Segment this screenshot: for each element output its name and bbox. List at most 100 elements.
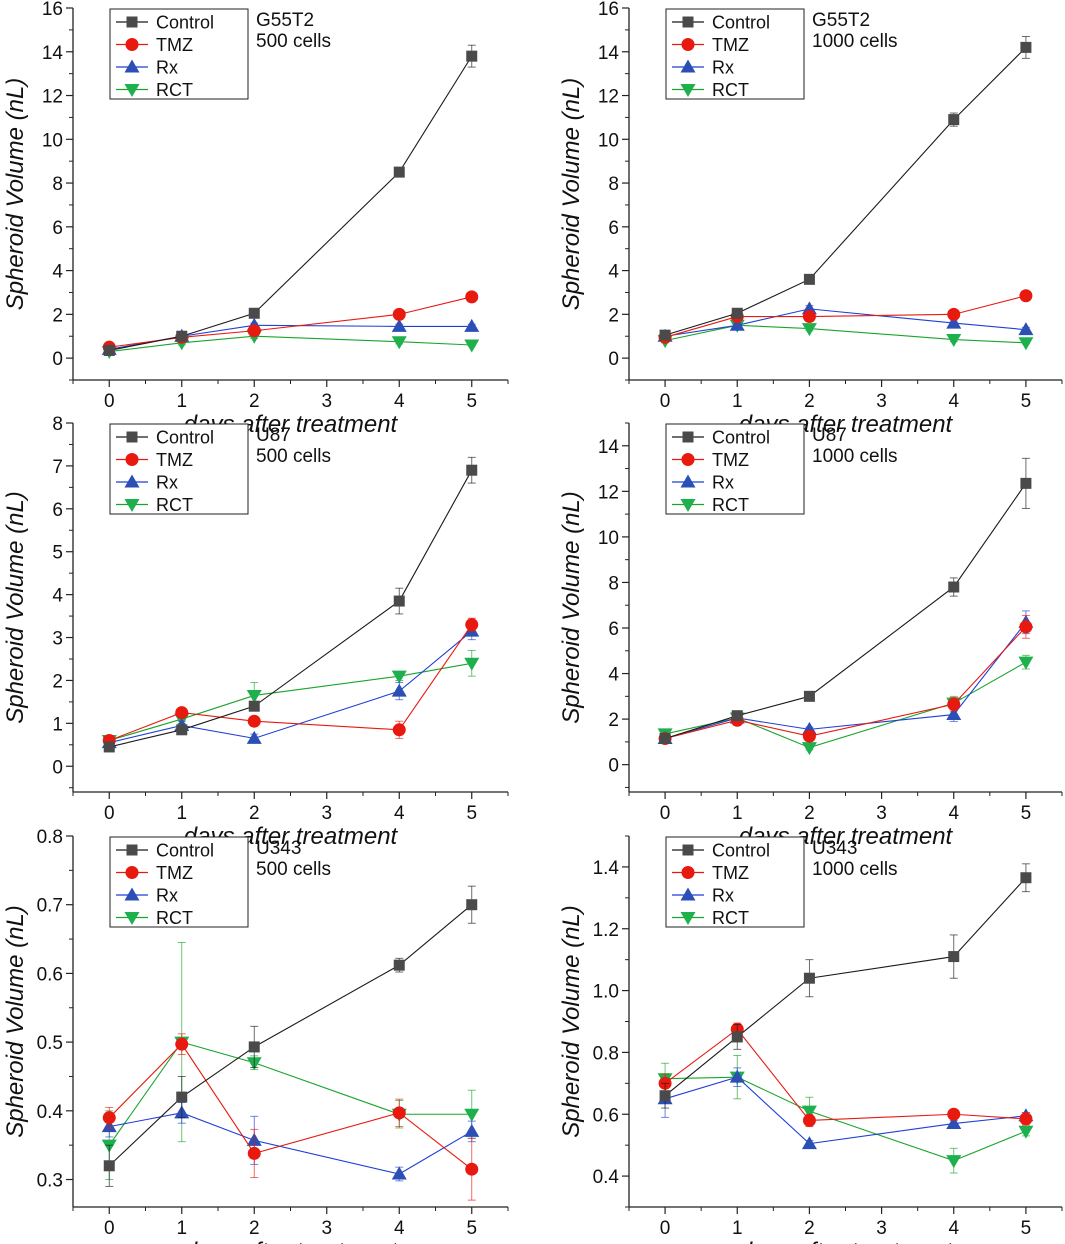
x-tick-label: 5 bbox=[466, 391, 477, 412]
legend-label: Rx bbox=[156, 473, 178, 493]
series-line bbox=[664, 1028, 1026, 1121]
chart-panel-6: 0.4 0.6 0.8 1.0 1.2 1.4 0 1 2 3 4 5 days after treat… bbox=[558, 835, 1063, 1244]
y-tick-label: 0 bbox=[608, 349, 619, 370]
data-point bbox=[247, 1146, 261, 1160]
legend-marker bbox=[680, 887, 696, 901]
data-point bbox=[801, 1136, 817, 1150]
legend-label: TMZ bbox=[712, 450, 749, 470]
legend-marker bbox=[680, 474, 696, 488]
y-tick-label: 8 bbox=[52, 414, 63, 435]
data-point bbox=[803, 273, 815, 285]
data-point bbox=[391, 683, 407, 697]
data-point bbox=[1020, 477, 1032, 489]
y-tick-label: 0.6 bbox=[593, 1105, 619, 1126]
y-tick-label: 0 bbox=[608, 756, 619, 777]
series-rct bbox=[657, 654, 1034, 756]
data-point bbox=[731, 710, 743, 722]
y-tick-label: 3 bbox=[52, 629, 63, 650]
y-tick-label: 0.8 bbox=[593, 1043, 619, 1064]
data-point bbox=[802, 729, 816, 743]
y-tick-label: 4 bbox=[608, 665, 619, 686]
series-rx bbox=[101, 317, 480, 355]
series-rct bbox=[657, 1055, 1034, 1174]
data-point bbox=[948, 114, 960, 126]
series-line bbox=[109, 55, 473, 351]
data-point bbox=[466, 899, 478, 911]
y-tick-label: 12 bbox=[598, 482, 619, 503]
x-tick-label: 5 bbox=[466, 1218, 477, 1239]
data-point bbox=[391, 670, 407, 684]
legend-label: Control bbox=[712, 841, 770, 861]
series-line bbox=[664, 483, 1027, 739]
y-tick-label: 8 bbox=[608, 174, 619, 195]
data-point bbox=[803, 972, 815, 984]
x-tick-label: 5 bbox=[1021, 1218, 1032, 1239]
x-tick-label: 0 bbox=[660, 803, 671, 824]
x-tick-label: 5 bbox=[1021, 803, 1032, 824]
panel-annotation: U343 bbox=[256, 838, 301, 859]
x-tick-label: 1 bbox=[732, 391, 743, 412]
data-point bbox=[659, 329, 671, 341]
data-point bbox=[103, 1160, 115, 1172]
y-tick-label: 0 bbox=[52, 757, 63, 778]
chart-panel-5: 0.3 0.4 0.5 0.6 0.7 0.8 0 1 2 3 4 5 days after treat… bbox=[2, 827, 509, 1244]
data-point bbox=[802, 310, 816, 324]
legend-marker bbox=[124, 474, 140, 488]
x-tick-label: 5 bbox=[1021, 391, 1032, 412]
y-tick-label: 7 bbox=[52, 457, 63, 478]
data-point bbox=[246, 689, 262, 703]
data-point bbox=[465, 1162, 479, 1176]
series-tmz bbox=[102, 617, 479, 748]
legend-marker bbox=[125, 866, 139, 879]
y-axis-title: Spheroid Volume (nL) bbox=[2, 905, 29, 1138]
data-point bbox=[103, 344, 115, 356]
y-tick-label: 2 bbox=[608, 305, 619, 326]
x-tick-label: 3 bbox=[876, 803, 887, 824]
data-point bbox=[176, 330, 188, 342]
data-point bbox=[102, 1111, 116, 1125]
y-tick-label: 14 bbox=[598, 43, 620, 64]
legend-label: RCT bbox=[156, 495, 193, 515]
panel-annotation: 1000 cells bbox=[812, 859, 898, 880]
panel-annotation: 500 cells bbox=[256, 31, 331, 52]
y-axis-title: Spheroid Volume (nL) bbox=[558, 78, 585, 311]
legend-label: TMZ bbox=[156, 35, 193, 55]
y-tick-label: 4 bbox=[52, 262, 63, 283]
x-tick-label: 4 bbox=[394, 391, 405, 412]
data-point bbox=[1018, 656, 1034, 670]
series-rct bbox=[101, 649, 480, 749]
legend-label: Control bbox=[712, 13, 770, 33]
legend-marker bbox=[681, 38, 695, 51]
y-axis-title: Spheroid Volume (nL) bbox=[2, 78, 29, 311]
series-rx bbox=[101, 622, 480, 749]
series-rct bbox=[657, 319, 1034, 351]
data-point bbox=[947, 697, 961, 711]
y-tick-label: 0.5 bbox=[37, 1033, 63, 1054]
data-point bbox=[466, 50, 478, 62]
data-point bbox=[947, 307, 961, 321]
y-tick-label: 0.6 bbox=[37, 964, 63, 985]
data-point bbox=[659, 732, 671, 744]
y-tick-label: 6 bbox=[608, 619, 619, 640]
series-tmz bbox=[102, 290, 479, 354]
data-point bbox=[946, 1116, 962, 1130]
series-control bbox=[659, 35, 1032, 341]
legend-label: Rx bbox=[712, 886, 734, 906]
panel-annotation: U87 bbox=[812, 425, 847, 446]
series-line bbox=[109, 662, 472, 742]
x-tick-label: 2 bbox=[804, 391, 815, 412]
legend-marker bbox=[680, 912, 696, 925]
data-point bbox=[729, 1069, 745, 1083]
y-tick-label: 0.8 bbox=[37, 827, 63, 848]
series-control bbox=[103, 44, 478, 356]
data-point bbox=[1018, 337, 1034, 351]
y-tick-label: 0.3 bbox=[37, 1171, 63, 1192]
series-tmz bbox=[102, 1033, 479, 1201]
data-point bbox=[247, 324, 261, 338]
panel-annotation: 1000 cells bbox=[812, 446, 898, 467]
